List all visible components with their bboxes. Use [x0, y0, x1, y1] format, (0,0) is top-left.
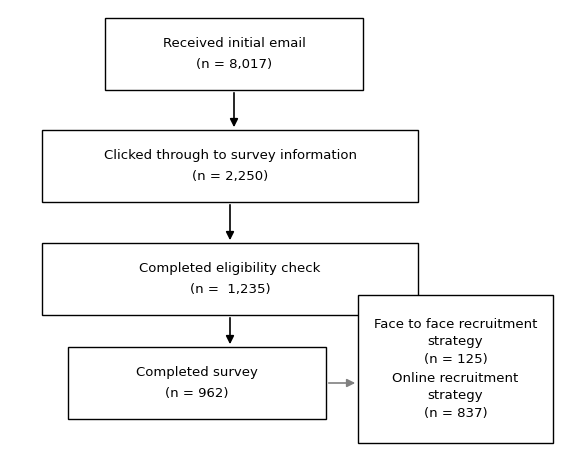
- Bar: [105, 18, 363, 90]
- Text: Clicked through to survey information: Clicked through to survey information: [103, 149, 357, 162]
- Text: (n = 8,017): (n = 8,017): [196, 58, 272, 71]
- Bar: [358, 295, 553, 443]
- Text: Face to face recruitment
strategy
(n = 125)
Online recruitment
strategy
(n = 837: Face to face recruitment strategy (n = 1…: [374, 318, 537, 420]
- Text: (n =  1,235): (n = 1,235): [190, 283, 270, 297]
- Text: Completed survey: Completed survey: [136, 366, 258, 379]
- Bar: [42, 130, 418, 202]
- Bar: [68, 347, 326, 419]
- Text: (n = 962): (n = 962): [165, 387, 229, 400]
- Text: (n = 2,250): (n = 2,250): [192, 170, 268, 183]
- Text: Completed eligibility check: Completed eligibility check: [139, 262, 321, 274]
- Bar: [42, 243, 418, 315]
- Text: Received initial email: Received initial email: [162, 37, 306, 50]
